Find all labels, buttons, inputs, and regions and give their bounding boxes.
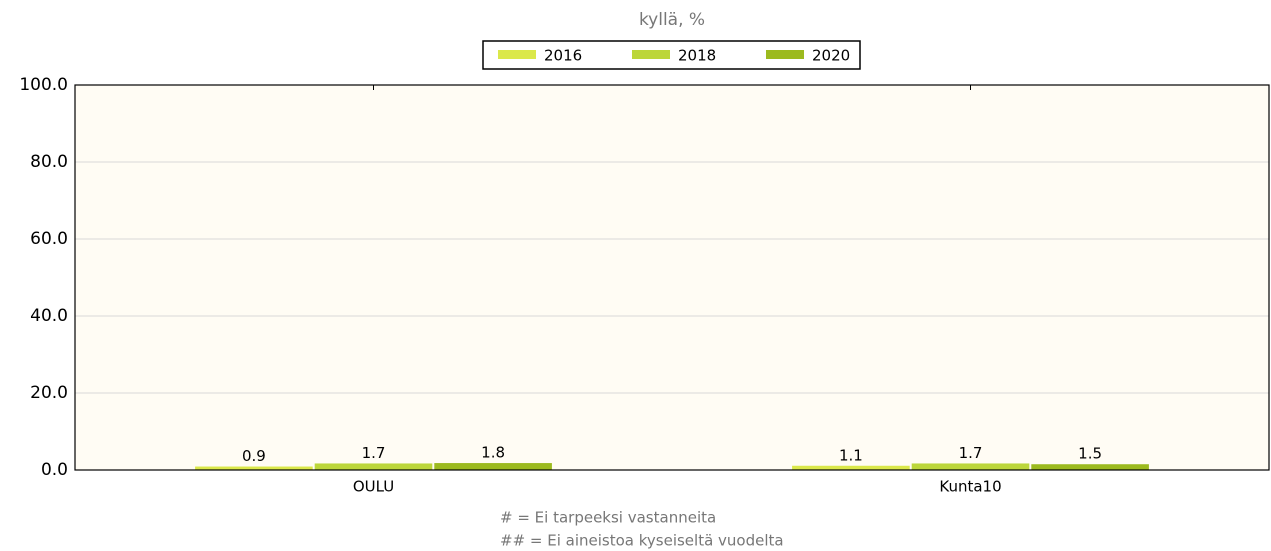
- legend-swatch: [766, 50, 804, 59]
- bar: [1031, 464, 1149, 470]
- value-label: 1.8: [481, 444, 505, 462]
- value-label: 1.1: [839, 446, 863, 464]
- y-tick-label: 60.0: [30, 229, 68, 249]
- x-tick-label: Kunta10: [939, 478, 1001, 496]
- y-tick-label: 20.0: [30, 383, 68, 403]
- bar: [434, 463, 552, 470]
- legend-swatch: [632, 50, 670, 59]
- y-tick-label: 40.0: [30, 306, 68, 326]
- footnote: # = Ei tarpeeksi vastanneita: [500, 509, 716, 527]
- value-label: 0.9: [242, 447, 266, 465]
- y-tick-label: 0.0: [41, 460, 68, 480]
- plot-frame: [74, 84, 1270, 471]
- chart-title: kyllä, %: [639, 10, 705, 30]
- value-label: 1.7: [362, 444, 386, 462]
- footnote: ## = Ei aineistoa kyseiseltä vuodelta: [500, 532, 784, 550]
- y-tick-label: 100.0: [19, 75, 68, 95]
- y-tick-label: 80.0: [30, 152, 68, 172]
- bar: [911, 463, 1030, 470]
- x-tick-label: OULU: [353, 478, 394, 496]
- value-label: 1.7: [959, 444, 983, 462]
- legend-label: 2016: [544, 47, 582, 65]
- legend-label: 2018: [678, 47, 716, 65]
- legend-swatch: [498, 50, 536, 59]
- bar: [792, 465, 910, 470]
- value-label: 1.5: [1078, 445, 1102, 463]
- legend-label: 2020: [812, 47, 850, 65]
- plot-area: [75, 85, 1269, 470]
- bar: [314, 463, 433, 470]
- bar: [195, 466, 313, 470]
